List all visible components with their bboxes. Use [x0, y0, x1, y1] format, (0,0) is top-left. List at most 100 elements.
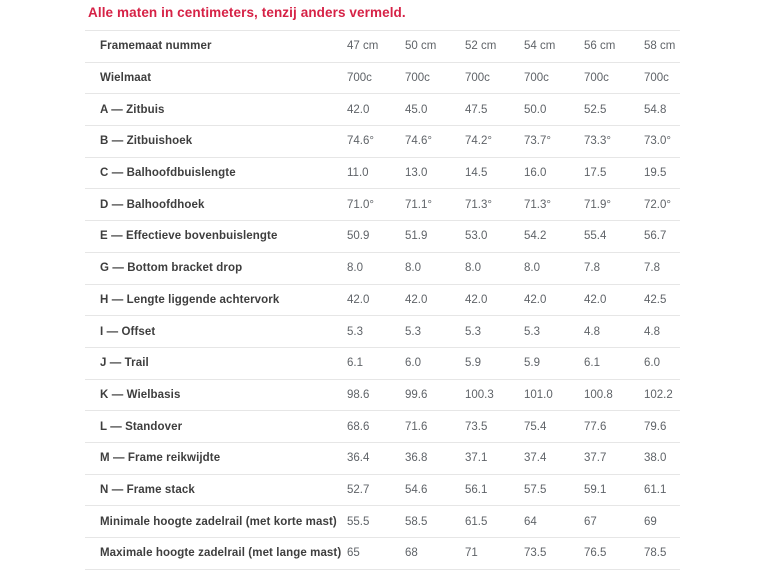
row-label: A — Zitbuis [100, 103, 165, 116]
cell-value: 42.0 [347, 293, 370, 306]
cell-value: 42.0 [584, 293, 607, 306]
cell-value: 50.0 [524, 103, 547, 116]
cell-value: 58 cm [644, 40, 676, 53]
cell-value: 42.0 [524, 293, 547, 306]
cell-value: 69 [644, 515, 657, 528]
cell-value: 47 cm [347, 40, 379, 53]
cell-value: 50.9 [347, 230, 370, 243]
table-row: L — Standover 68.6 71.6 73.5 75.4 77.6 79.6 [85, 411, 680, 443]
table-row: E — Effectieve bovenbuislengte 50.9 51.9 53… [85, 221, 680, 253]
cell-value: 54.2 [524, 230, 547, 243]
cell-value: 71.6 [405, 420, 428, 433]
row-label: D — Balhoofdhoek [100, 198, 205, 211]
cell-value: 50 cm [405, 40, 437, 53]
cell-value: 45.0 [405, 103, 428, 116]
cell-value: 71.9° [584, 198, 611, 211]
cell-value: 14.5 [465, 167, 488, 180]
cell-value: 6.1 [347, 357, 363, 370]
cell-value: 61.1 [644, 483, 667, 496]
cell-value: 4.8 [584, 325, 600, 338]
table-row: D — Balhoofdhoek 71.0° 71.1° 71.3° 71.3° 71.9… [85, 189, 680, 221]
cell-value: 5.3 [405, 325, 421, 338]
cell-value: 6.0 [644, 357, 660, 370]
cell-value: 73.5 [524, 547, 547, 560]
row-label: M — Frame reikwijdte [100, 452, 221, 465]
table-row: H — Lengte liggende achtervork 42.0 42.0 42… [85, 284, 680, 316]
cell-value: 6.1 [584, 357, 600, 370]
cell-value: 42.0 [465, 293, 488, 306]
cell-value: 71.1° [405, 198, 432, 211]
cell-value: 38.0 [644, 452, 667, 465]
cell-value: 74.6° [347, 135, 374, 148]
table-row: I — Offset 5.3 5.3 5.3 5.3 4.8 4.8 [85, 316, 680, 348]
cell-value: 8.0 [465, 262, 481, 275]
cell-value: 58.5 [405, 515, 428, 528]
cell-value: 51.9 [405, 230, 428, 243]
cell-value: 75.4 [524, 420, 547, 433]
cell-value: 700c [644, 72, 669, 85]
row-label: Maximale hoogte zadelrail (met lange mas… [100, 547, 342, 560]
row-label: I — Offset [100, 325, 156, 338]
cell-value: 52.7 [347, 483, 370, 496]
cell-value: 100.8 [584, 388, 613, 401]
cell-value: 100.3 [465, 388, 494, 401]
cell-value: 73.0° [644, 135, 671, 148]
cell-value: 5.3 [347, 325, 363, 338]
cell-value: 55.4 [584, 230, 607, 243]
cell-value: 36.8 [405, 452, 428, 465]
cell-value: 102.2 [644, 388, 673, 401]
cell-value: 65 [347, 547, 360, 560]
cell-value: 52.5 [584, 103, 607, 116]
cell-value: 71.0° [347, 198, 374, 211]
cell-value: 5.3 [524, 325, 540, 338]
table-row: J — Trail 6.1 6.0 5.9 5.9 6.1 6.0 [85, 347, 680, 380]
cell-value: 56 cm [584, 40, 616, 53]
row-label: B — Zitbuishoek [100, 135, 193, 148]
cell-value: 56.7 [644, 230, 667, 243]
cell-value: 7.8 [644, 262, 660, 275]
cell-value: 71 [465, 547, 478, 560]
row-label: J — Trail [100, 357, 149, 370]
table-row: B — Zitbuishoek 74.6° 74.6° 74.2° 73.7° 73.3°… [85, 126, 680, 158]
row-label: H — Lengte liggende achtervork [100, 293, 280, 306]
cell-value: 54.6 [405, 483, 428, 496]
cell-value: 67 [584, 515, 597, 528]
cell-value: 56.1 [465, 483, 488, 496]
cell-value: 5.3 [465, 325, 481, 338]
cell-value: 64 [524, 515, 537, 528]
cell-value: 37.1 [465, 452, 488, 465]
cell-value: 68.6 [347, 420, 370, 433]
cell-value: 72.0° [644, 198, 671, 211]
cell-value: 8.0 [405, 262, 421, 275]
geometry-table: Framemaat nummer 47 cm 50 cm 52 cm 54 cm 56 c… [85, 30, 680, 570]
cell-value: 71.3° [524, 198, 551, 211]
cell-value: 79.6 [644, 420, 667, 433]
row-label: C — Balhoofdbuislengte [100, 167, 236, 180]
table-row: K — Wielbasis 98.6 99.6 100.3 101.0 100.8 102.… [85, 379, 680, 411]
cell-value: 8.0 [347, 262, 363, 275]
cell-value: 37.7 [584, 452, 607, 465]
cell-value: 78.5 [644, 547, 667, 560]
cell-value: 8.0 [524, 262, 540, 275]
cell-value: 5.9 [465, 357, 481, 370]
cell-value: 37.4 [524, 452, 547, 465]
cell-value: 76.5 [584, 547, 607, 560]
units-note: Alle maten in centimeters, tenzij anders… [88, 5, 406, 20]
cell-value: 73.5 [465, 420, 488, 433]
cell-value: 700c [405, 72, 430, 85]
row-label: Framemaat nummer [100, 40, 212, 53]
cell-value: 54 cm [524, 40, 556, 53]
row-label: Minimale hoogte zadelrail (met korte mas… [100, 515, 337, 528]
row-label: K — Wielbasis [100, 388, 181, 401]
cell-value: 77.6 [584, 420, 607, 433]
cell-value: 700c [347, 72, 372, 85]
cell-value: 16.0 [524, 167, 547, 180]
cell-value: 42.0 [347, 103, 370, 116]
cell-value: 42.5 [644, 293, 667, 306]
cell-value: 5.9 [524, 357, 540, 370]
row-label: E — Effectieve bovenbuislengte [100, 230, 278, 243]
cell-value: 4.8 [644, 325, 660, 338]
cell-value: 55.5 [347, 515, 370, 528]
cell-value: 52 cm [465, 40, 497, 53]
cell-value: 13.0 [405, 167, 428, 180]
